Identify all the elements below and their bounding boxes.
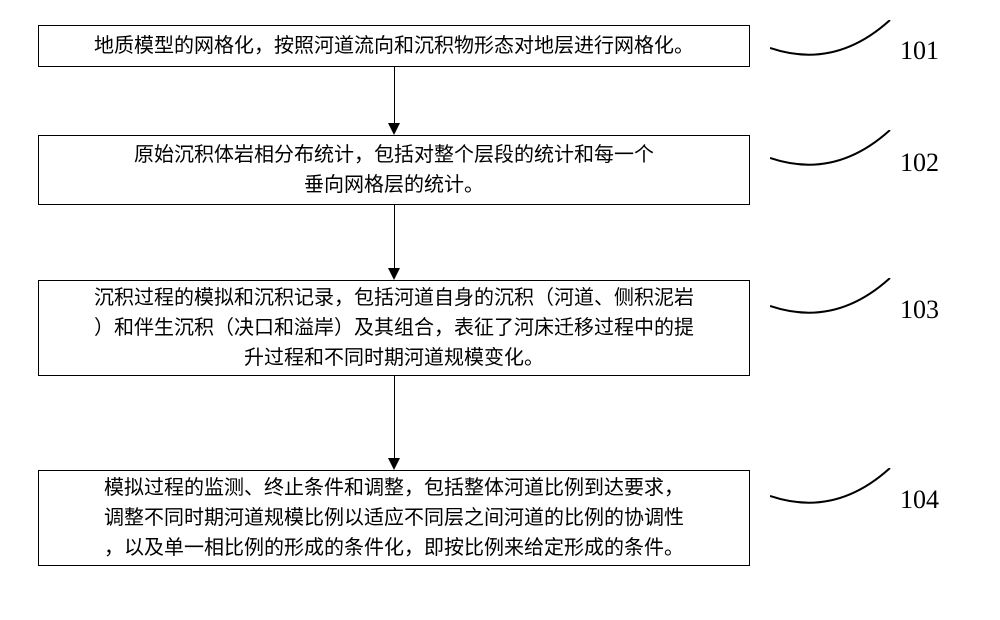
step-text: 沉积过程的模拟和沉积记录，包括河道自身的沉积（河道、侧积泥岩 — [49, 283, 739, 313]
step-box-103: 沉积过程的模拟和沉积记录，包括河道自身的沉积（河道、侧积泥岩 ）和伴生沉积（决口… — [38, 280, 750, 376]
step-box-104: 模拟过程的监测、终止条件和调整，包括整体河道比例到达要求， 调整不同时期河道规模… — [38, 470, 750, 566]
arrow-line — [394, 205, 395, 268]
step-label-101: 101 — [900, 36, 939, 66]
step-label-104: 104 — [900, 485, 939, 515]
arrow-line — [394, 376, 395, 458]
step-text: 地质模型的网格化，按照河道流向和沉积物形态对地层进行网格化。 — [49, 31, 739, 61]
arrow-head — [388, 458, 400, 470]
step-text: 垂向网格层的统计。 — [49, 170, 739, 200]
step-text: 原始沉积体岩相分布统计，包括对整个层段的统计和每一个 — [49, 140, 739, 170]
step-box-101: 地质模型的网格化，按照河道流向和沉积物形态对地层进行网格化。 — [38, 25, 750, 67]
step-text: 调整不同时期河道规模比例以适应不同层之间河道的比例的协调性 — [49, 503, 739, 533]
leader-curve-104 — [770, 468, 900, 528]
leader-curve-103 — [770, 278, 900, 338]
leader-curve-101 — [770, 20, 900, 80]
step-label-103: 103 — [900, 295, 939, 325]
arrow-head — [388, 123, 400, 135]
step-text: ，以及单一相比例的形成的条件化，即按比例来给定形成的条件。 — [49, 533, 739, 563]
leader-curve-102 — [770, 130, 900, 190]
flowchart-canvas: 地质模型的网格化，按照河道流向和沉积物形态对地层进行网格化。 101 原始沉积体… — [0, 0, 1000, 620]
arrow-line — [394, 67, 395, 123]
step-text: 模拟过程的监测、终止条件和调整，包括整体河道比例到达要求， — [49, 473, 739, 503]
step-box-102: 原始沉积体岩相分布统计，包括对整个层段的统计和每一个 垂向网格层的统计。 — [38, 135, 750, 205]
step-label-102: 102 — [900, 148, 939, 178]
step-text: 升过程和不同时期河道规模变化。 — [49, 343, 739, 373]
arrow-head — [388, 268, 400, 280]
step-text: ）和伴生沉积（决口和溢岸）及其组合，表征了河床迁移过程中的提 — [49, 313, 739, 343]
